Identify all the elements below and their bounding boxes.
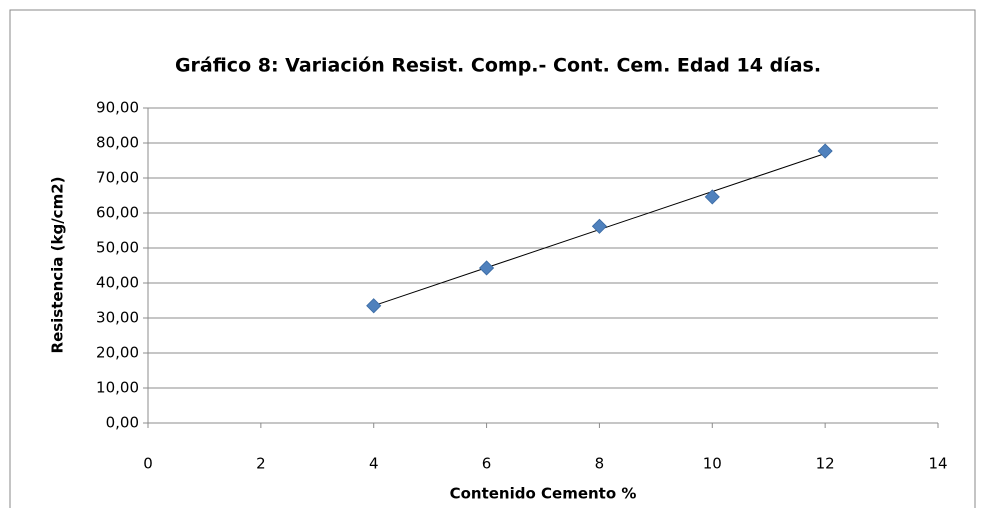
- point: [817, 143, 833, 159]
- y-tick-label: 40,00: [96, 274, 139, 292]
- x-tick-label: 12: [816, 455, 835, 473]
- x-axis-label: Contenido Cemento %: [450, 485, 637, 503]
- x-tick-label: 14: [928, 455, 947, 473]
- x-tick-label: 4: [369, 455, 379, 473]
- chart-frame: [9, 9, 976, 508]
- x-tick-label: 10: [703, 455, 722, 473]
- x-tick-label: 0: [143, 455, 153, 473]
- y-tick-label: 80,00: [96, 134, 139, 152]
- point: [366, 298, 382, 314]
- y-tick-label: 10,00: [96, 379, 139, 397]
- x-tick-label: 2: [256, 455, 266, 473]
- point: [591, 218, 607, 234]
- y-tick-label: 90,00: [96, 99, 139, 117]
- y-tick-label: 50,00: [96, 239, 139, 257]
- x-tick-label: 8: [595, 455, 605, 473]
- y-tick-label: 30,00: [96, 309, 139, 327]
- y-tick-label: 70,00: [96, 169, 139, 187]
- chart-title: Gráfico 8: Variación Resist. Comp.- Cont…: [175, 55, 821, 77]
- y-tick-label: 0,00: [106, 414, 139, 432]
- y-tick-label: 20,00: [96, 344, 139, 362]
- y-tick-label: 60,00: [96, 204, 139, 222]
- point: [704, 189, 720, 205]
- y-axis-label: Resistencia (kg/cm2): [49, 177, 67, 354]
- point: [479, 260, 495, 276]
- x-tick-label: 6: [482, 455, 492, 473]
